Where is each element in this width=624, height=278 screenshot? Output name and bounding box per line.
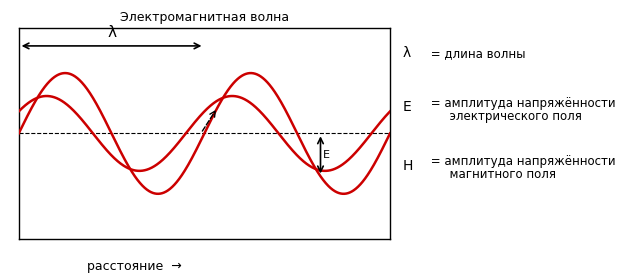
Title: Электромагнитная волна: Электромагнитная волна bbox=[120, 11, 289, 24]
Text: E: E bbox=[323, 150, 330, 160]
Text: расстояние  →: расстояние → bbox=[87, 260, 182, 273]
Text: H: H bbox=[402, 158, 413, 173]
Text: E: E bbox=[402, 100, 411, 114]
Text: = длина волны: = длина волны bbox=[427, 47, 526, 60]
Text: магнитного поля: магнитного поля bbox=[427, 168, 557, 181]
Text: = амплитуда напряжённости: = амплитуда напряжённости bbox=[427, 97, 616, 110]
Text: λ: λ bbox=[402, 46, 411, 60]
Text: электрического поля: электрического поля bbox=[427, 110, 582, 123]
Text: λ: λ bbox=[107, 25, 116, 40]
Text: = амплитуда напряжённости: = амплитуда напряжённости bbox=[427, 155, 616, 168]
